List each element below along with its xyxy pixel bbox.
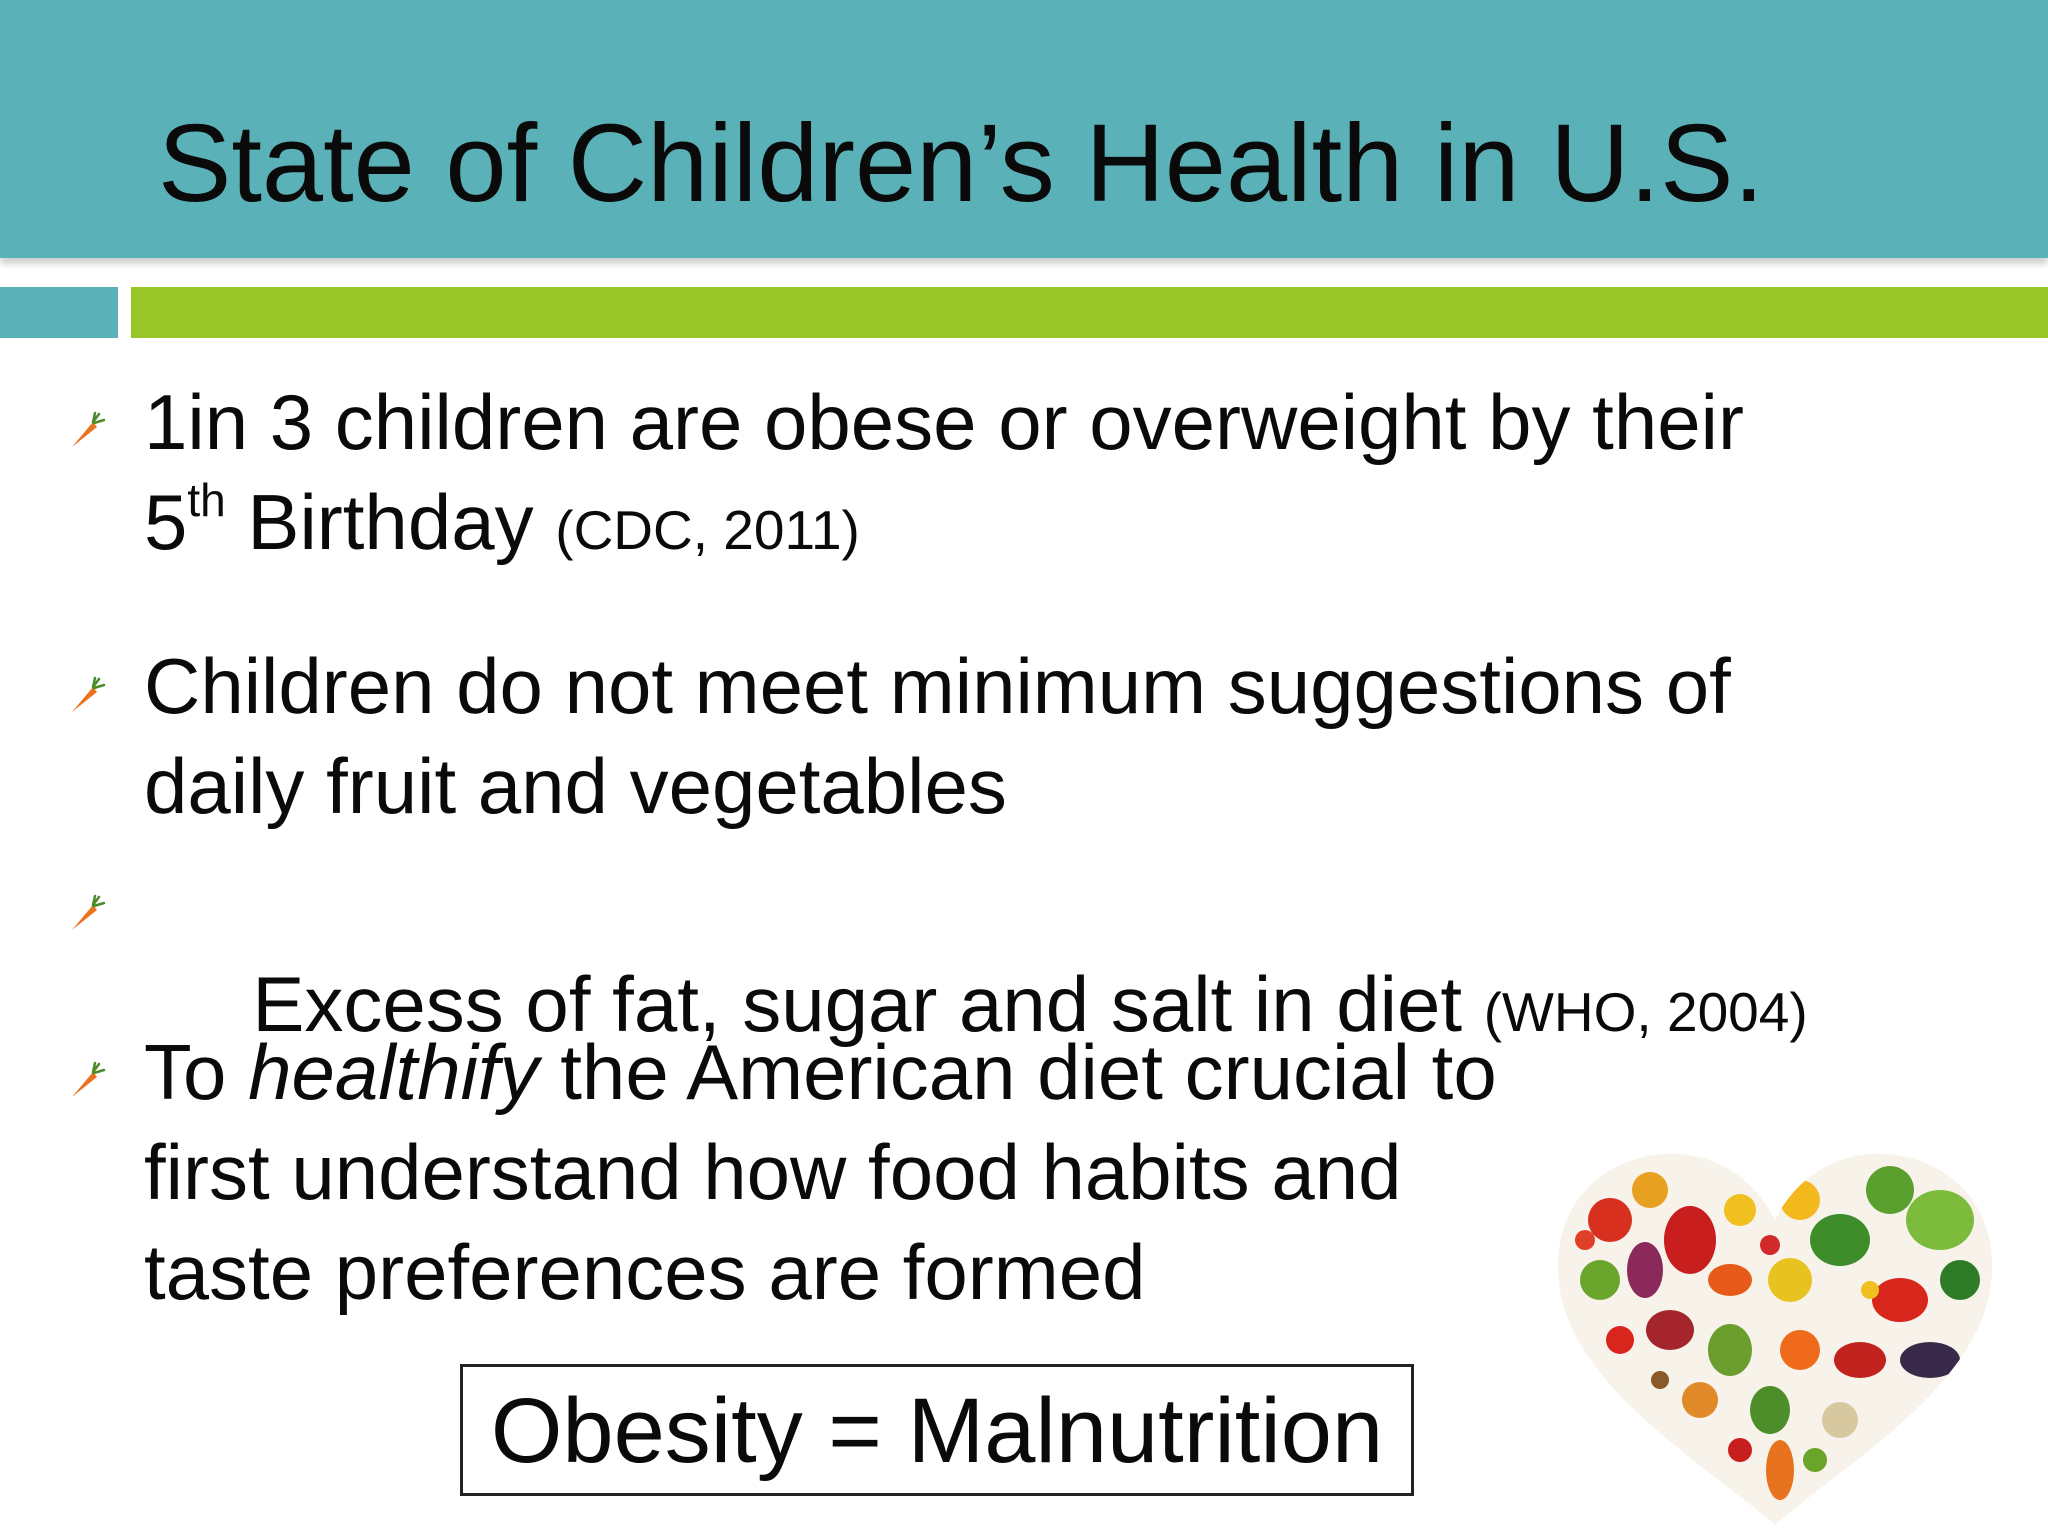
citation: (CDC, 2011) — [555, 499, 860, 561]
carrot-icon — [72, 1061, 106, 1097]
callout-text: Obesity = Malnutrition — [490, 1380, 1384, 1482]
emphasis-word: healthify — [248, 1028, 539, 1116]
title-band — [0, 0, 2048, 258]
bullet-text: 1in 3 children are obese or overweight b… — [144, 378, 1744, 566]
accent-bar-teal — [0, 287, 118, 338]
citation: (WHO, 2004) — [1483, 981, 1808, 1043]
accent-bar-green — [131, 287, 2048, 338]
bullet-text: Children do not meet minimum suggestions… — [144, 642, 1731, 830]
carrot-icon — [72, 411, 106, 447]
slide-title: State of Children’s Health in U.S. — [158, 102, 1765, 225]
bullet-text: Excess of fat, sugar and salt in diet (W… — [230, 960, 1808, 1048]
bullet-text: To healthify the American diet crucial t… — [144, 1028, 1497, 1316]
carrot-icon — [72, 894, 106, 930]
callout-box: Obesity = Malnutrition — [460, 1364, 1414, 1496]
carrot-icon — [72, 676, 106, 712]
vegetable-heart-image — [1557, 1153, 1993, 1525]
